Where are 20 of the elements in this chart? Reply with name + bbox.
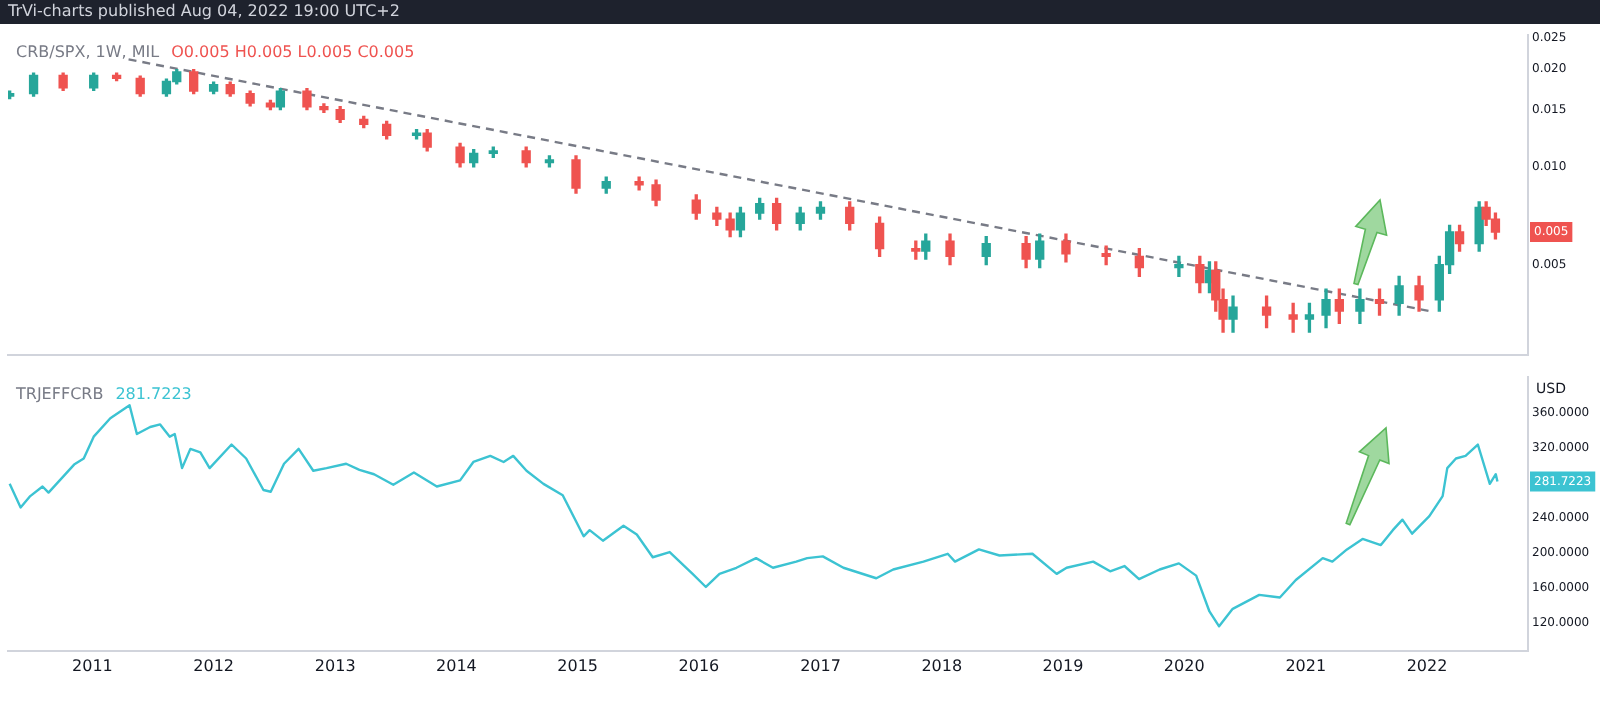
x-tick-label: 2014 (436, 656, 477, 675)
x-tick-label: 2012 (193, 656, 234, 675)
candlestick (1174, 255, 1184, 278)
candlestick (1101, 245, 1111, 266)
x-tick-label: 2019 (1042, 656, 1084, 675)
x-tick-label: 2020 (1163, 656, 1205, 675)
x-tick-label: 2018 (921, 656, 963, 675)
x-tick-label: 2013 (314, 656, 356, 675)
text: TRJEFFCRB (14, 385, 104, 404)
x-tick-label: 2011 (72, 656, 113, 675)
x-tick-label: 2016 (678, 656, 720, 675)
x-tick-label: 2022 (1406, 656, 1448, 675)
x-tick-label: 2015 (557, 656, 599, 675)
candlestick (1288, 302, 1298, 333)
x-tick-label: 2021 (1285, 656, 1327, 675)
chart-title: TrVi-charts published Aug 04, 2022 19:00 UTC+2 (0, 0, 1600, 24)
text: CRB/SPX, 1W, MIL (16, 43, 161, 62)
annotation: O0.005 H0.005 L0.005 C0.005 (171, 43, 415, 62)
x-tick-label: 2017 (800, 656, 841, 675)
annotation: 281.7223 (115, 385, 192, 404)
